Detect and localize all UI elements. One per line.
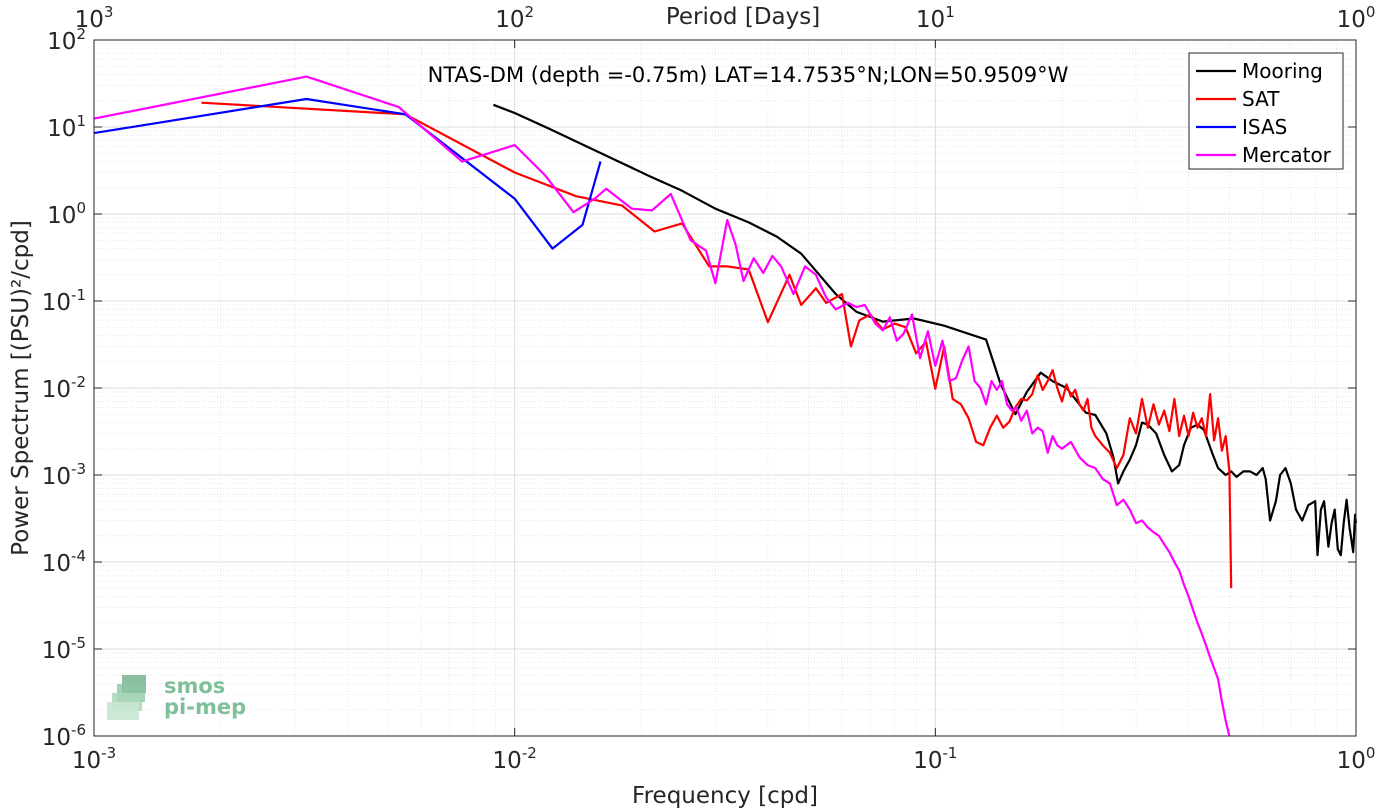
x-tick-label: 10-3 <box>72 744 116 774</box>
logo-layer-4 <box>107 702 139 720</box>
top-x-tick-label: 102 <box>495 3 534 33</box>
plot-frame <box>93 39 1357 737</box>
top-x-tick-label: 101 <box>916 3 955 33</box>
y-tick-label: 10-1 <box>42 286 86 316</box>
y-tick-label: 10-5 <box>42 634 86 664</box>
top-x-tick-label: 100 <box>1337 3 1376 33</box>
legend-box <box>1188 52 1344 170</box>
y-tick-label: 100 <box>47 199 86 229</box>
x-tick-label: 10-1 <box>913 744 957 774</box>
plot-lines <box>93 75 1358 737</box>
legend-label-isas: ISAS <box>1242 115 1287 139</box>
x-axis-label: Frequency [cpd] <box>632 783 818 809</box>
legend-label-sat: SAT <box>1242 87 1280 111</box>
y-tick-label: 10-6 <box>42 721 86 751</box>
y-tick-label: 10-3 <box>42 460 86 490</box>
top-x-tick-label: 103 <box>75 3 114 33</box>
series-line-isas <box>93 97 602 250</box>
legend-label-mooring: Mooring <box>1242 59 1323 83</box>
smos-pi-mep-logo: smos pi-mep <box>107 674 246 720</box>
y-tick-label: 10-2 <box>42 373 86 403</box>
series-line-mercator <box>93 75 1231 737</box>
chart-title: NTAS-DM (depth =-0.75m) LAT=14.7535°N;LO… <box>428 63 1069 87</box>
x-tick-label: 10-2 <box>493 744 537 774</box>
y-tick-label: 102 <box>47 25 86 55</box>
x-tick-label: 100 <box>1337 744 1376 774</box>
series-line-mooring <box>493 103 1358 557</box>
y-tick-label: 101 <box>47 112 86 142</box>
logo-text-pimep: pi-mep <box>164 695 246 719</box>
logo-text-smos: smos <box>164 674 225 698</box>
y-axis-label: Power Spectrum [(PSU)²/cpd] <box>8 220 34 556</box>
top-x-axis-label: Period [Days] <box>666 4 820 30</box>
y-tick-label: 10-4 <box>42 547 86 577</box>
legend-label-mercator: Mercator <box>1242 143 1332 167</box>
legend: Mooring SAT ISAS Mercator <box>1188 52 1344 170</box>
series-line-sat <box>201 101 1233 589</box>
